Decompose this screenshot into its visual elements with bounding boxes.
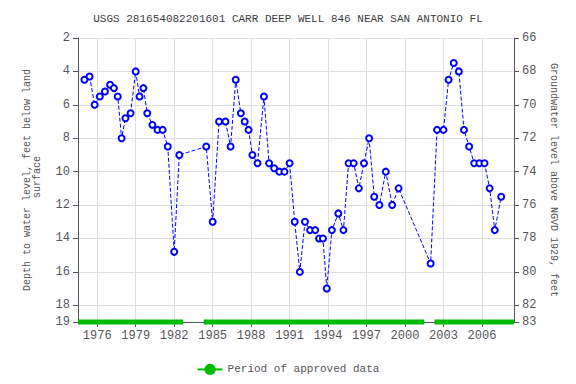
svg-text:USGS 281654082201601 CARR DEEP: USGS 281654082201601 CARR DEEP WELL 846 …	[93, 13, 482, 25]
svg-text:1976: 1976	[83, 329, 112, 343]
svg-text:78: 78	[522, 231, 536, 245]
svg-text:14: 14	[56, 231, 70, 245]
svg-text:76: 76	[522, 198, 536, 212]
svg-text:Groundwater level above NGVD 1: Groundwater level above NGVD 1929, feet	[548, 63, 559, 297]
svg-text:83: 83	[522, 315, 536, 329]
svg-text:1982: 1982	[160, 329, 189, 343]
svg-text:1985: 1985	[198, 329, 227, 343]
svg-text:16: 16	[56, 265, 70, 279]
svg-text:8: 8	[63, 131, 70, 145]
svg-text:6: 6	[63, 98, 70, 112]
svg-text:1991: 1991	[275, 329, 304, 343]
svg-text:80: 80	[522, 265, 536, 279]
svg-text:10: 10	[56, 165, 70, 179]
svg-text:2003: 2003	[429, 329, 458, 343]
svg-text:4: 4	[63, 64, 70, 78]
svg-text:Period of approved data: Period of approved data	[228, 363, 380, 375]
svg-text:18: 18	[56, 298, 70, 312]
svg-text:2: 2	[63, 31, 70, 45]
svg-text:surface: surface	[32, 156, 43, 204]
svg-text:66: 66	[522, 31, 536, 45]
svg-text:72: 72	[522, 131, 536, 145]
svg-text:2000: 2000	[391, 329, 420, 343]
svg-text:1997: 1997	[352, 329, 381, 343]
svg-text:74: 74	[522, 165, 536, 179]
svg-text:Depth to water level, feet bel: Depth to water level, feet below land	[21, 69, 33, 291]
svg-text:82: 82	[522, 298, 536, 312]
svg-text:1988: 1988	[237, 329, 266, 343]
svg-text:12: 12	[56, 198, 70, 212]
svg-text:68: 68	[522, 64, 536, 78]
svg-text:1994: 1994	[314, 329, 343, 343]
svg-text:2006: 2006	[468, 329, 497, 343]
svg-text:19: 19	[56, 315, 70, 329]
svg-text:70: 70	[522, 98, 536, 112]
svg-text:1979: 1979	[121, 329, 150, 343]
